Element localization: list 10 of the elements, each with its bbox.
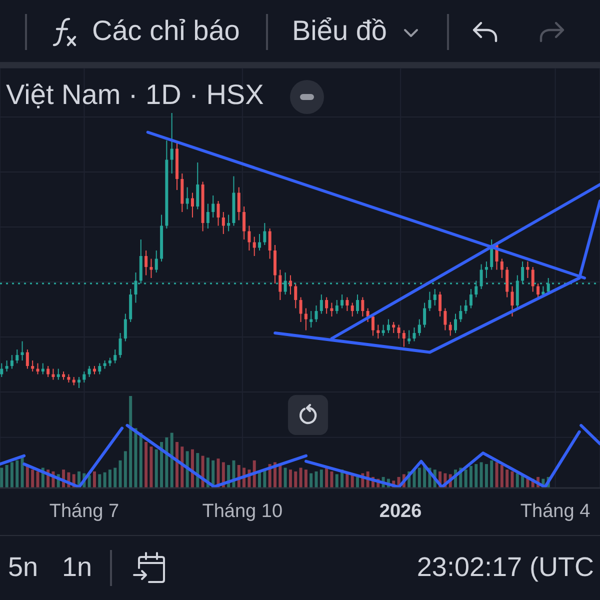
text: 23:02:17 (UTC [416, 552, 594, 582]
x-tick-label: 2026 [379, 501, 422, 522]
text: Biểu đồ [292, 15, 387, 46]
x-tick-label: Tháng 4 [520, 501, 591, 522]
text: Các chỉ báo [92, 15, 240, 46]
text: 1n [62, 552, 92, 582]
x-tick-label: Tháng 10 [202, 501, 283, 522]
x-tick-label: Tháng 7 [49, 501, 120, 522]
text: 5n [8, 552, 38, 582]
chart-title: Việt Nam · 1D · HSX [6, 79, 264, 110]
